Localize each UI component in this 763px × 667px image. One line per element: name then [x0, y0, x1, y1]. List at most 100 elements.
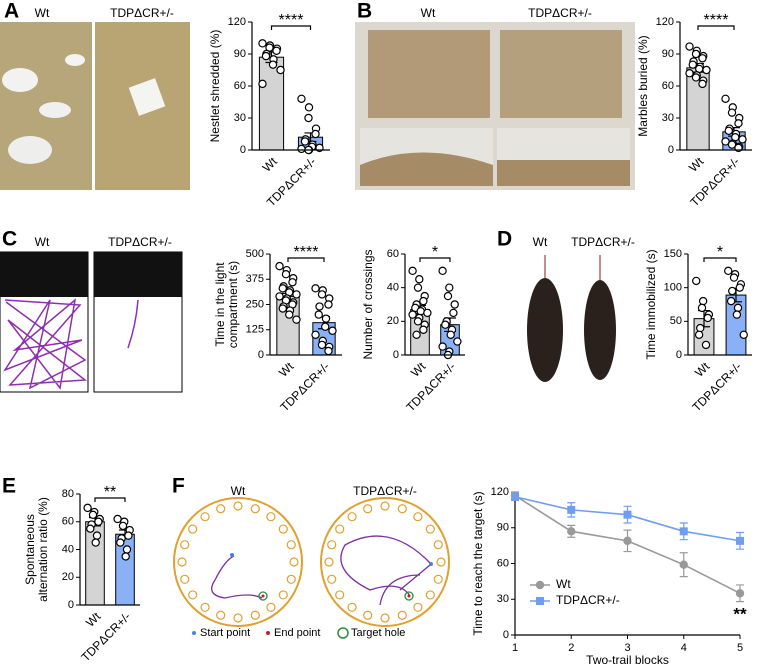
data-point	[692, 276, 701, 286]
data-point	[727, 108, 737, 117]
maze-hole	[200, 602, 210, 612]
y-tick-label: 150	[664, 248, 682, 260]
data-point	[698, 79, 707, 89]
photo-d	[527, 255, 616, 382]
maze-hole	[324, 557, 334, 567]
data-point	[423, 308, 432, 318]
maze-hole	[188, 590, 198, 600]
data-point	[317, 290, 327, 299]
panel-letter: E	[2, 475, 16, 498]
legend-label: Wt	[556, 577, 571, 591]
panel-letter: C	[2, 228, 17, 251]
data-point	[728, 286, 737, 296]
y-tick-label: 0	[258, 349, 264, 361]
data-point	[311, 330, 320, 339]
significance-bracket	[287, 257, 325, 262]
marker	[567, 527, 576, 536]
y-tick-label: 0	[503, 629, 509, 641]
data-point	[118, 521, 128, 531]
significance-label: ****	[294, 244, 319, 261]
photo-a	[0, 22, 190, 190]
data-point	[738, 135, 747, 144]
data-point	[724, 266, 733, 276]
data-point	[258, 79, 267, 89]
data-point	[438, 342, 447, 351]
maze-hole	[233, 613, 243, 623]
maze-hole	[180, 540, 190, 550]
y-tick-label: 40	[62, 543, 74, 555]
legend-label: TDPΔCR+/-	[556, 593, 620, 607]
maze-hole	[397, 610, 407, 620]
data-point	[739, 330, 748, 339]
data-point	[721, 94, 730, 104]
marker	[511, 492, 519, 501]
maze-hole	[266, 512, 276, 522]
data-point	[272, 46, 281, 56]
maze-hole	[433, 540, 443, 550]
data-point	[275, 292, 284, 301]
y-tick-label: 100	[664, 282, 682, 294]
marker	[623, 536, 632, 546]
data-point	[697, 303, 707, 313]
data-point	[122, 545, 132, 554]
data-point	[413, 317, 423, 326]
y-axis-label: compartment (s)	[226, 261, 240, 348]
photo-label: Wt	[421, 6, 436, 20]
y-tick-label: 30	[662, 112, 674, 124]
maze-hole	[436, 557, 446, 567]
data-point	[311, 129, 320, 139]
maze-hole	[327, 574, 337, 584]
data-point	[415, 275, 424, 284]
data-point	[441, 320, 450, 329]
maze-hole	[347, 602, 357, 612]
maze-hole	[363, 610, 373, 620]
data-point	[292, 290, 301, 299]
x-tick-label: Wt	[83, 609, 104, 630]
panel-letter: A	[4, 0, 19, 23]
photo-label: Wt	[35, 6, 50, 20]
data-point	[702, 65, 711, 75]
legend-label: End point	[274, 627, 320, 639]
photo-label: Wt	[533, 235, 548, 249]
data-point	[317, 340, 327, 350]
maze-hole	[335, 524, 345, 534]
y-axis-label: Time to reach the target (s)	[471, 491, 485, 635]
maze-hole	[177, 557, 187, 567]
data-point	[408, 266, 417, 276]
marker	[736, 536, 744, 545]
maze-hole	[425, 524, 435, 534]
y-tick-label: 375	[246, 273, 264, 285]
y-tick-label: 250	[246, 298, 264, 310]
data-point	[321, 314, 331, 323]
y-tick-label: 500	[246, 248, 264, 260]
significance-bracket	[697, 25, 735, 30]
data-point	[419, 296, 428, 306]
data-point	[733, 303, 743, 313]
data-point	[278, 284, 287, 293]
x-tick-label: 2	[568, 642, 574, 654]
data-point	[453, 337, 462, 346]
y-tick-label: 80	[62, 488, 74, 500]
data-point	[726, 296, 736, 306]
y-axis-label: Spontaneous	[23, 514, 37, 585]
data-point	[698, 296, 708, 306]
data-point	[94, 517, 103, 526]
photo-label: TDPΔCR+/-	[108, 235, 172, 249]
data-point	[278, 304, 287, 313]
x-tick-label: Wt	[692, 359, 713, 380]
y-tick-label: 120	[491, 486, 509, 498]
y-tick-label: 0	[393, 349, 399, 361]
annotation: **	[733, 604, 747, 623]
data-point	[91, 538, 100, 547]
x-axis-label: Two-trail blocks	[586, 653, 669, 667]
y-axis-label: Number of crossings	[361, 249, 375, 359]
data-point	[88, 510, 98, 520]
significance-label: **	[104, 484, 116, 501]
x-tick-label: Wt	[276, 359, 297, 380]
maze-drawings	[173, 497, 450, 627]
y-tick-label: 40	[387, 282, 399, 294]
data-point	[324, 300, 333, 309]
maze-hole	[180, 574, 190, 584]
data-point	[696, 323, 705, 333]
y-tick-label: 120	[228, 16, 246, 28]
